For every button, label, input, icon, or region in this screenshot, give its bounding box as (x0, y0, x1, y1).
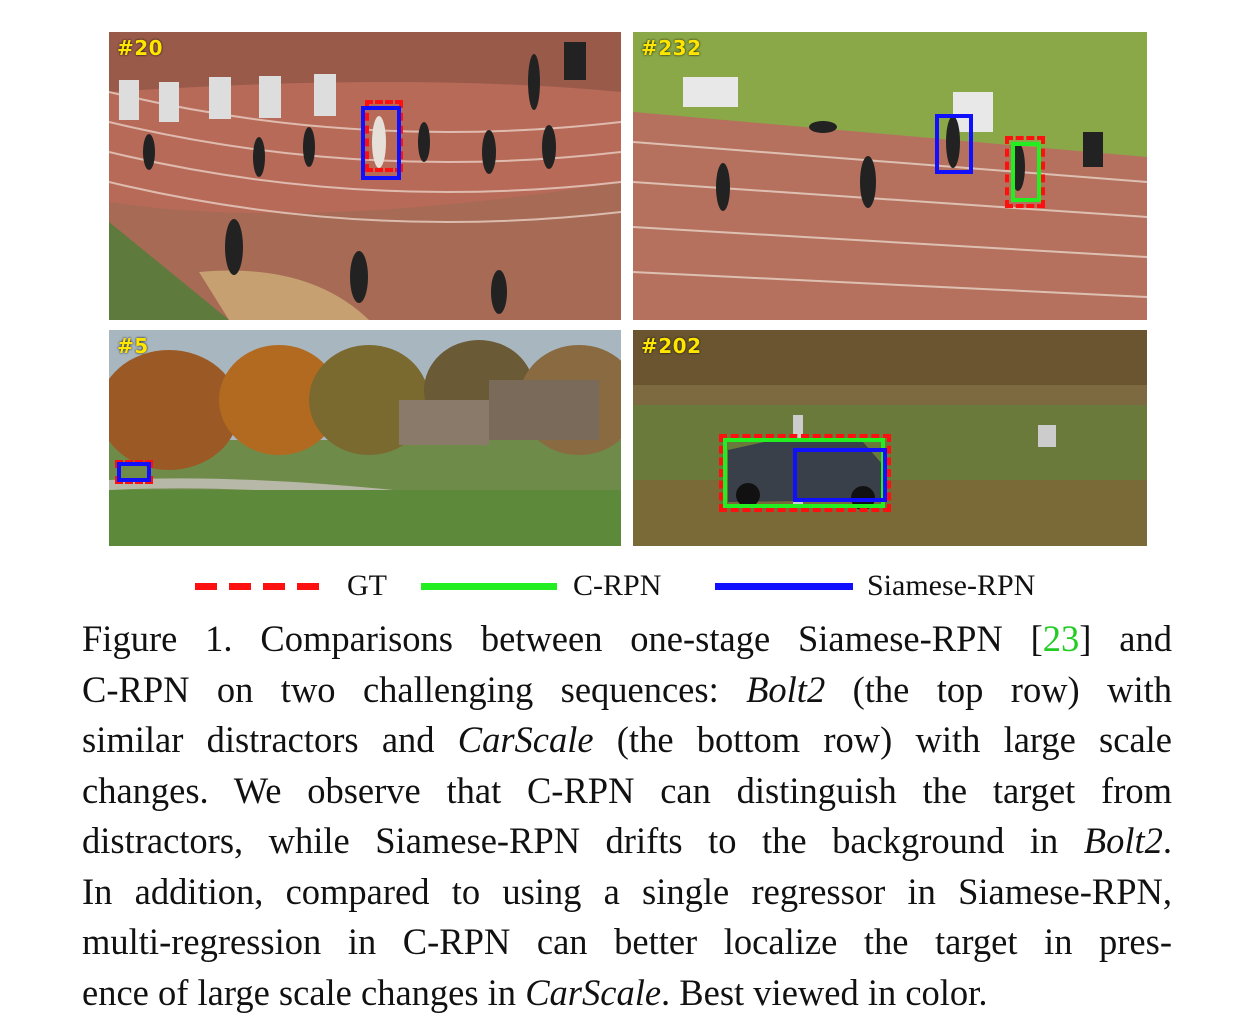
siamese-rpn-box (935, 114, 973, 174)
gt-box (1005, 136, 1045, 208)
image-panel-carscale-frame202: #202 (633, 330, 1147, 546)
citation-link[interactable]: 23 (1042, 618, 1080, 659)
siamese-rpn-legend-swatch (715, 583, 853, 590)
caption-line: multi-regression in C-RPN can better loc… (82, 921, 1172, 962)
c-rpn-legend-label: C-RPN (573, 569, 662, 602)
caption-line: C-RPN on two challenging sequences: Bolt… (82, 668, 1172, 710)
car-scene-image (633, 330, 1147, 546)
frame-number-label: #202 (641, 334, 702, 358)
caption-line: ence of large scale changes in CarScale.… (82, 971, 988, 1013)
figure-legend: GT C-RPN Siamese-RPN (195, 568, 1075, 606)
gt-legend-label: GT (347, 569, 387, 602)
image-panel-bolt2-frame232: #232 (633, 32, 1147, 320)
frame-number-label: #232 (641, 36, 702, 60)
image-panel-carscale-frame5: #5 (109, 330, 621, 546)
caption-line: Figure 1. Comparisons between one-stage … (82, 618, 1172, 659)
image-panel-bolt2-frame20: #20 (109, 32, 621, 320)
frame-number-label: #20 (117, 36, 164, 60)
siamese-rpn-box (361, 106, 401, 180)
track-scene-image (633, 32, 1147, 320)
c-rpn-legend-swatch (421, 583, 557, 590)
gt-box (719, 434, 891, 512)
gt-legend-swatch (195, 583, 325, 590)
c-rpn-box (1011, 142, 1041, 202)
siamese-rpn-legend-label: Siamese-RPN (867, 569, 1036, 602)
frame-number-label: #5 (117, 334, 149, 358)
caption-line: distractors, while Siamese-RPN drifts to… (82, 820, 1172, 861)
figure-caption: Figure 1. Comparisons between one-stage … (82, 614, 1172, 1018)
caption-line: changes. We observe that C-RPN can disti… (82, 769, 1172, 811)
siamese-rpn-box (793, 448, 887, 502)
caption-line: In addition, compared to using a single … (82, 870, 1172, 912)
gt-box (365, 100, 403, 172)
siamese-rpn-box (117, 462, 151, 482)
caption-line: similar distractors and CarScale (the bo… (82, 719, 1172, 760)
farm-scene-image (109, 330, 621, 546)
